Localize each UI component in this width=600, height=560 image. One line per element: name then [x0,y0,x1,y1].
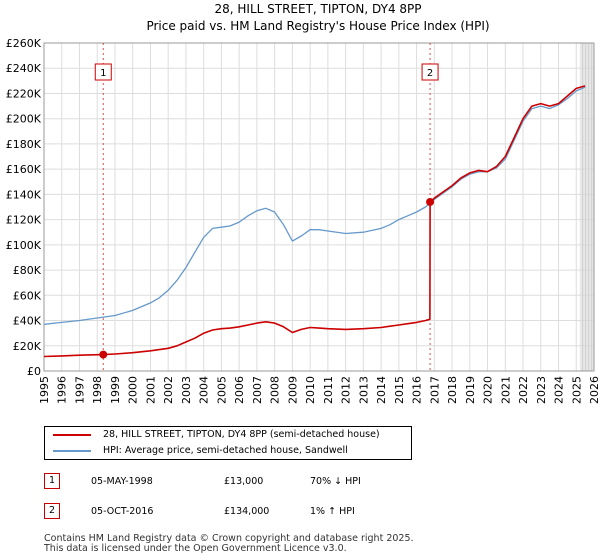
x-tick-label: 2022 [517,376,530,404]
y-tick-label: £20K [13,340,42,353]
y-tick-label: £260K [6,37,42,50]
y-tick-label: £160K [6,163,42,176]
sale-price: £134,000 [224,506,270,517]
plot-background [44,43,594,371]
x-tick-label: 2000 [127,376,140,404]
x-tick-label: 2008 [269,376,282,404]
x-tick-label: 2002 [162,376,175,404]
footer-line-2: This data is licensed under the Open Gov… [44,543,347,554]
sale-hpi-diff: 1% ↑ HPI [310,506,355,517]
x-tick-label: 2010 [304,376,317,404]
sale-point-dot [99,350,108,359]
legend-label-hpi: HPI: Average price, semi-detached house,… [103,445,348,456]
legend-label-property: 28, HILL STREET, TIPTON, DY4 8PP (semi-d… [103,429,380,440]
sale-hpi-diff: 70% ↓ HPI [310,476,361,487]
footer-attribution: Contains HM Land Registry data © Crown c… [44,534,414,554]
hpi-series-line [43,86,586,325]
x-tick-label: 1997 [73,376,86,404]
x-tick-label: 2012 [340,376,353,404]
x-tick-label: 2015 [393,376,406,404]
y-tick-label: £40K [13,315,42,328]
x-tick-label: 2019 [464,376,477,404]
sale-date: 05-MAY-1998 [91,476,153,487]
y-tick-label: £140K [6,188,42,201]
x-tick-label: 2009 [286,376,299,404]
sale-marker-box [421,63,439,81]
x-tick-label: 2020 [482,376,495,404]
x-tick-label: 1995 [38,376,51,404]
x-tick-label: 2026 [588,376,600,404]
x-tick-label: 2016 [411,376,424,404]
x-tick-label: 2017 [428,376,441,404]
sale-number-badge: 2 [44,503,60,519]
y-tick-label: £0 [27,365,41,378]
plot-area: £0 £20K £40K £60K £80K £100K £120K £140K £160K £1… [6,37,600,404]
y-tick-label: £200K [6,113,42,126]
x-tick-label: 2003 [180,376,193,404]
sale-date: 05-OCT-2016 [91,506,154,517]
y-tick-label: £80K [13,264,42,277]
x-tick-label: 2004 [198,376,211,404]
footer-line-1: Contains HM Land Registry data © Crown c… [44,533,414,544]
x-tick-label: 2011 [322,376,335,404]
y-tick-label: £120K [6,214,42,227]
y-tick-label: £180K [6,138,42,151]
x-tick-label: 2025 [570,376,583,404]
x-tick-label: 2006 [233,376,246,404]
x-tick-label: 2014 [375,376,388,404]
future-shaded-region [579,43,594,371]
y-tick-label: £60K [13,289,42,302]
x-tick-label: 1996 [56,376,69,404]
y-tick-label: £240K [6,62,42,75]
legend-line-hpi [53,450,91,452]
x-tick-label: 2013 [357,376,370,404]
sale-number-badge: 1 [44,473,60,489]
sale-marker-box [94,63,112,81]
plot-frame [43,42,595,372]
x-tick-label: 2024 [553,376,566,404]
sale-point-dot [426,197,435,206]
chart-title: 28, HILL STREET, TIPTON, DY4 8PP [214,2,421,16]
property-series-line [43,85,586,358]
x-tick-label: 2005 [215,376,228,404]
chart-subtitle: Price paid vs. HM Land Registry's House … [146,19,489,33]
x-tick-label: 1998 [91,376,104,404]
legend-line-property [53,434,91,436]
sale-marker-label: 1 [100,68,106,79]
x-tick-label: 2021 [499,376,512,404]
sale-marker-label: 2 [427,68,433,79]
y-tick-label: £220K [6,87,42,100]
x-tick-label: 2007 [251,376,264,404]
price-chart: 28, HILL STREET, TIPTON, DY4 8PP Price p… [6,2,600,404]
sale-price: £13,000 [224,476,264,487]
x-tick-label: 2023 [535,376,548,404]
x-tick-label: 2001 [144,376,157,404]
x-tick-label: 1999 [109,376,122,404]
y-tick-label: £100K [6,239,42,252]
x-tick-label: 2018 [446,376,459,404]
legend: 28, HILL STREET, TIPTON, DY4 8PP (semi-d… [44,426,412,460]
